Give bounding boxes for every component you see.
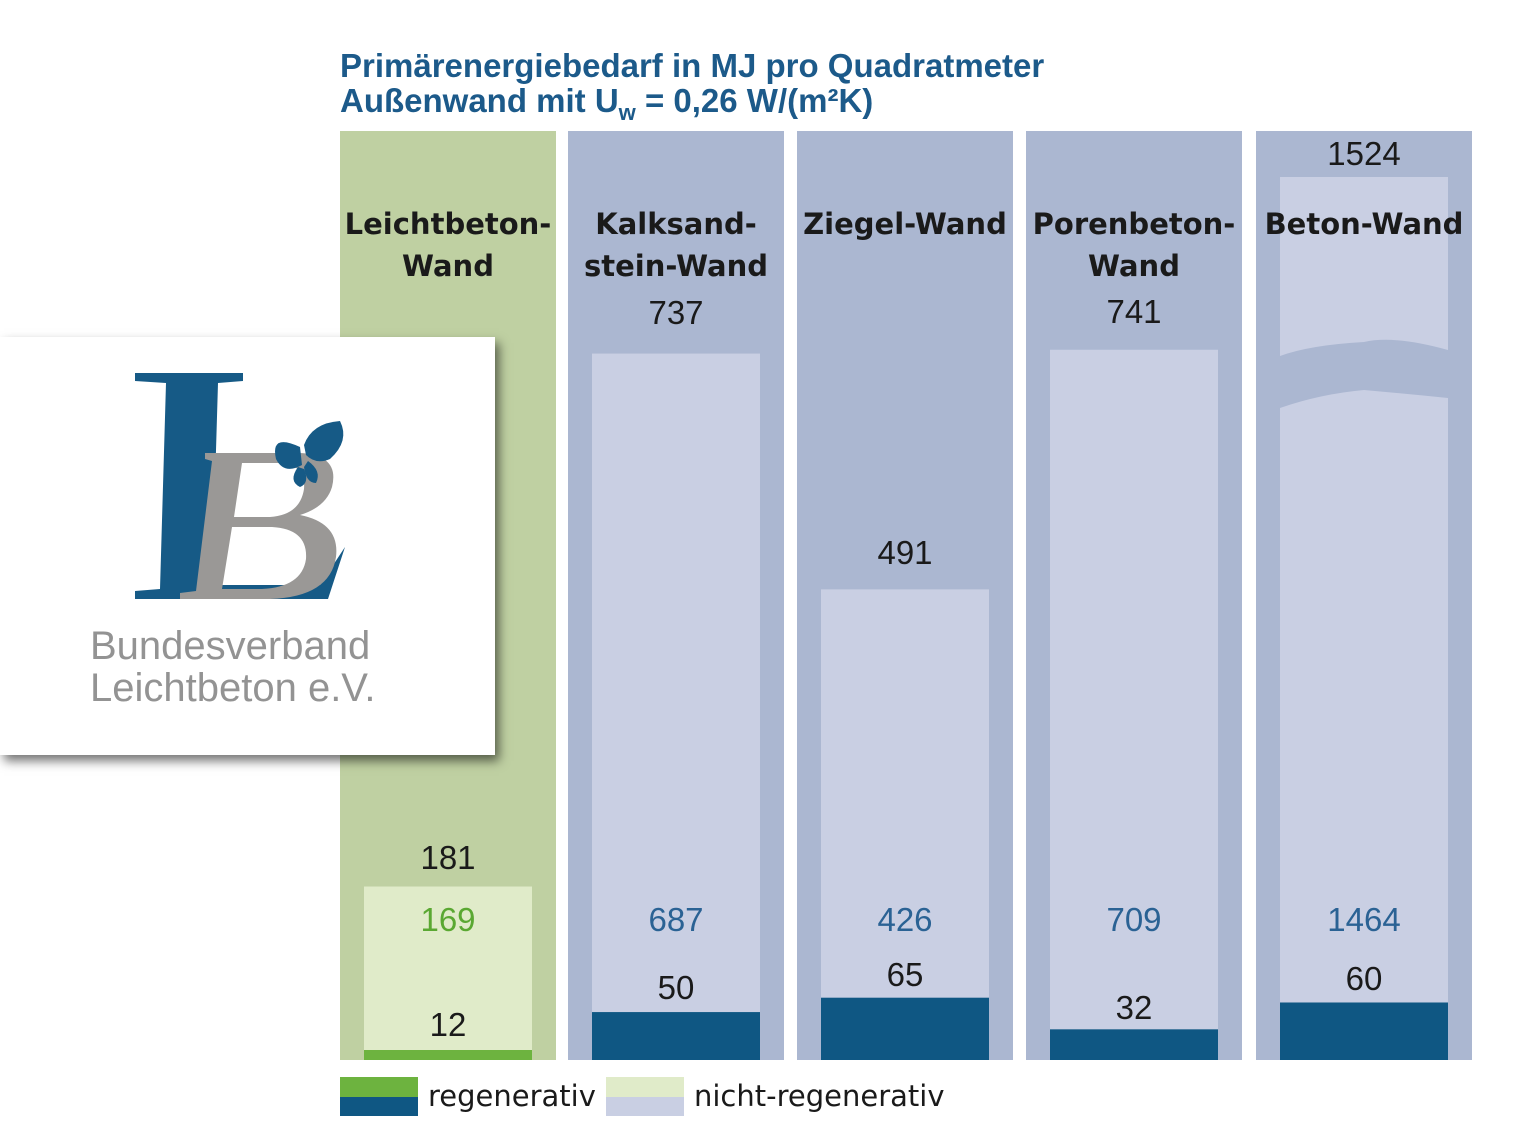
regenerativ-label: 12	[430, 1006, 467, 1043]
total-label: 181	[420, 839, 475, 876]
category-label: Wand	[402, 249, 494, 283]
logo-line-2: Leichtbeton e.V.	[90, 666, 376, 710]
title-line-2: Außenwand mit Uw = 0,26 W/(m²K)	[340, 82, 1044, 125]
nicht-regenerativ-label: 1464	[1327, 901, 1400, 938]
nicht-regenerativ-label: 709	[1106, 901, 1161, 938]
title-subscript: w	[618, 100, 636, 125]
bar-regenerativ	[1050, 1029, 1218, 1060]
regenerativ-label: 50	[658, 969, 695, 1006]
nicht-regenerativ-label: 169	[420, 901, 475, 938]
title-line-1: Primärenergiebedarf in MJ pro Quadratmet…	[340, 47, 1045, 84]
bar-regenerativ	[821, 997, 989, 1060]
bar-total-upper	[1280, 177, 1448, 356]
legend-label-nicht-regenerativ: nicht-regenerativ	[694, 1079, 945, 1113]
title-line-2-unit: = 0,26 W/(m²K)	[635, 82, 874, 119]
nicht-regenerativ-label: 426	[877, 901, 932, 938]
category-label: Ziegel-Wand	[803, 207, 1007, 241]
logo-card	[0, 337, 495, 755]
bar-total	[592, 353, 760, 1060]
total-label: 491	[877, 534, 932, 571]
regenerativ-label: 32	[1116, 989, 1153, 1026]
regenerativ-label: 60	[1346, 960, 1383, 997]
bar-total	[364, 886, 532, 1060]
chart-title: Primärenergiebedarf in MJ pro Quadratmet…	[340, 47, 1045, 125]
legend-label-regenerativ: regenerativ	[428, 1079, 596, 1113]
bar-regenerativ	[364, 1050, 532, 1060]
logo-text: Bundesverband Leichtbeton e.V.	[90, 625, 375, 709]
total-label: 1524	[1327, 135, 1400, 172]
category-label: Leichtbeton-	[345, 207, 552, 241]
category-label: Porenbeton-	[1033, 207, 1236, 241]
total-label: 741	[1106, 293, 1161, 330]
regenerativ-label: 65	[887, 956, 924, 993]
category-label: Wand	[1088, 249, 1180, 283]
bar-regenerativ	[592, 1012, 760, 1060]
bar-regenerativ	[1280, 1002, 1448, 1060]
bar-total	[1050, 349, 1218, 1061]
nicht-regenerativ-label: 687	[648, 901, 703, 938]
category-label: Beton-Wand	[1265, 207, 1464, 241]
total-label: 737	[648, 294, 703, 331]
logo-line-1: Bundesverband	[90, 624, 371, 668]
category-label: Kalksand-	[595, 207, 757, 241]
bundesverband-logo-mark	[135, 373, 345, 599]
bar-total-lower	[1280, 390, 1448, 1060]
title-line-2-text: Außenwand mit U	[340, 82, 619, 119]
bar-total	[821, 589, 989, 1060]
category-label: stein-Wand	[584, 249, 768, 283]
